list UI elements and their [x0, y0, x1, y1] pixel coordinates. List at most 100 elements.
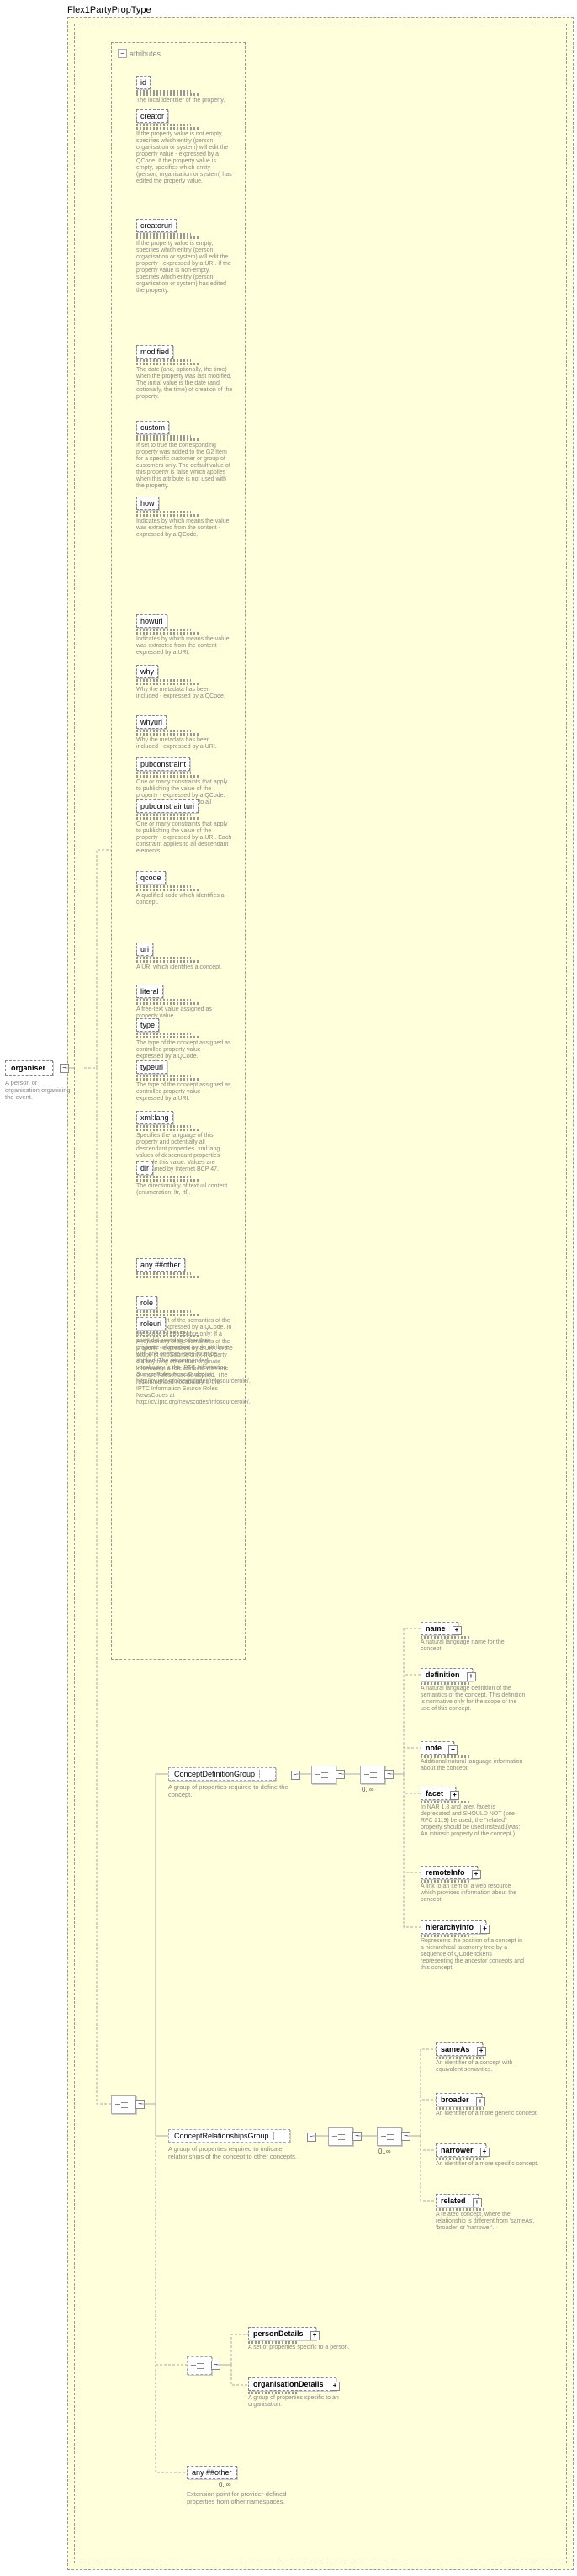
attr-howuri: howuriIndicates by which means the value… [136, 614, 229, 656]
expand-icon[interactable]: + [448, 1745, 458, 1755]
any-other-desc: Extension point for provider-defined pro… [187, 2491, 300, 2505]
def-occ: 0..∞ [362, 1786, 374, 1793]
attr-desc: If set to true the corresponding propert… [136, 443, 233, 490]
attr-name[interactable]: xml:lang [136, 1111, 173, 1124]
attributes-header[interactable]: − attributes [118, 49, 161, 58]
attr-name[interactable]: creatoruri [136, 219, 177, 232]
expand-icon[interactable]: + [480, 1925, 490, 1934]
expand-icon[interactable]: + [473, 2198, 482, 2207]
leaf-desc: An identifier of a concept with equivale… [436, 2060, 541, 2074]
attr-name[interactable]: how [136, 497, 159, 510]
type-label: Flex1PartyPropType [67, 5, 151, 15]
attr-name[interactable]: role [136, 1296, 157, 1309]
attr-name[interactable]: any ##other [136, 1258, 185, 1272]
attr-desc: The date (and, optionally, the time) whe… [136, 367, 233, 401]
attr-name[interactable]: dir [136, 1161, 153, 1175]
attr-id: idThe local identifier of the property. [136, 76, 229, 104]
organisation-details[interactable]: organisationDetails+ A group of properti… [248, 2377, 353, 2409]
expand-icon[interactable]: + [480, 2148, 490, 2157]
attr-custom: customIf set to true the corresponding p… [136, 421, 229, 490]
attr-whyuri: whyuriWhy the metadata has been included… [136, 715, 229, 751]
concept-relationships-expand[interactable]: − [307, 2133, 316, 2142]
leaf-facet[interactable]: facet+In NAR 1.8 and later, facet is dep… [421, 1787, 526, 1838]
attr-desc: The local identifier of the property. [136, 98, 233, 104]
attr-creatoruri: creatoruriIf the property value is empty… [136, 219, 229, 295]
attr-name[interactable]: modified [136, 345, 173, 359]
expand-icon[interactable]: + [310, 2331, 320, 2340]
def-compositor-inner [360, 1766, 385, 1784]
attr-name[interactable]: pubconstraint [136, 757, 190, 771]
concept-definition-expand[interactable]: − [291, 1771, 300, 1780]
leaf-desc: In NAR 1.8 and later, facet is deprecate… [421, 1804, 526, 1838]
attr-desc: The directionality of textual content (e… [136, 1183, 233, 1197]
concept-relationships-group[interactable]: ConceptRelationshipsGroup [168, 2129, 290, 2143]
leaf-remoteInfo[interactable]: remoteInfo+A link to an item or a web re… [421, 1866, 526, 1904]
attr-name[interactable]: whyuri [136, 715, 167, 729]
person-details[interactable]: personDetails+ A set of properties speci… [248, 2327, 353, 2351]
leaf-desc: An identifier of a more specific concept… [436, 2161, 541, 2168]
root-expand[interactable]: − [60, 1064, 69, 1073]
attr-uri: uriA URI which identifies a concept. [136, 943, 229, 971]
root-compositor-expand[interactable]: − [135, 2100, 145, 2109]
attr-desc: One or many constraints that apply to pu… [136, 821, 233, 855]
attr-name[interactable]: custom [136, 421, 169, 434]
rel-compositor [328, 2127, 353, 2146]
leaf-desc: A natural language name for the concept. [421, 1639, 526, 1653]
attr-name[interactable]: creator [136, 109, 168, 123]
attr-desc: The type of the concept assigned as cont… [136, 1040, 233, 1060]
attr-desc: A URI which identifies a concept. [136, 964, 233, 971]
expand-icon[interactable]: + [450, 1791, 459, 1800]
attr-name[interactable]: why [136, 665, 158, 678]
attr-name[interactable]: typeuri [136, 1060, 167, 1074]
expand-icon[interactable]: + [476, 2097, 485, 2106]
leaf-definition[interactable]: definition+A natural language definition… [421, 1668, 526, 1713]
leaf-desc: Represents the position of a concept in … [421, 1938, 526, 1972]
attr-collapse-icon[interactable]: − [118, 49, 127, 58]
attr-roleuri: roleuriA refinement of the semantics of … [136, 1317, 229, 1406]
attr-name[interactable]: qcode [136, 871, 166, 884]
attr-qcode: qcodeA qualified code which identifies a… [136, 871, 229, 906]
expand-icon[interactable]: + [453, 1626, 462, 1635]
attr-literal: literalA free-text value assigned as pro… [136, 985, 229, 1020]
attr-name[interactable]: roleuri [136, 1317, 166, 1330]
attr-name[interactable]: id [136, 76, 151, 89]
attr-name[interactable]: uri [136, 943, 153, 956]
attr-name[interactable]: type [136, 1018, 159, 1032]
root-compositor [111, 2095, 136, 2114]
attr-name[interactable]: pubconstrainturi [136, 799, 199, 813]
def-compositor-inner-expand[interactable]: − [384, 1770, 394, 1779]
expand-icon[interactable]: + [472, 1870, 481, 1879]
rel-compositor-expand[interactable]: − [352, 2132, 362, 2141]
attr-dir: dirThe directionality of textual content… [136, 1161, 229, 1197]
root-element[interactable]: organiser [5, 1060, 53, 1076]
attr-modified: modifiedThe date (and, optionally, the t… [136, 345, 229, 401]
concept-relationships-name: ConceptRelationshipsGroup [174, 2132, 269, 2140]
expand-icon[interactable]: + [467, 1672, 476, 1681]
leaf-narrower[interactable]: narrower+An identifier of a more specifi… [436, 2143, 541, 2168]
leaf-hierarchyInfo[interactable]: hierarchyInfo+Represents the position of… [421, 1920, 526, 1972]
leaf-broader[interactable]: broader+An identifier of a more generic … [436, 2093, 541, 2117]
rel-occ: 0..∞ [378, 2148, 391, 2155]
attr-how: howIndicates by which means the value wa… [136, 497, 229, 539]
attr-desc: Indicates by which means the value was e… [136, 636, 233, 656]
leaf-sameAs[interactable]: sameAs+An identifier of a concept with e… [436, 2042, 541, 2074]
rel-compositor-inner-expand[interactable]: − [401, 2132, 410, 2141]
expand-icon[interactable]: + [477, 2047, 486, 2056]
expand-icon[interactable]: + [331, 2382, 340, 2391]
leaf-name[interactable]: name+A natural language name for the con… [421, 1622, 526, 1653]
attr-name[interactable]: literal [136, 985, 163, 998]
attr-desc: If the property value is not empty, spec… [136, 131, 233, 185]
attr-name[interactable]: howuri [136, 614, 167, 628]
leaf-desc: A link to an item or a web resource whic… [421, 1883, 526, 1904]
attr-desc: Indicates by which means the value was e… [136, 518, 233, 539]
root-desc: A person or organisation organising the … [5, 1080, 72, 1102]
attr-creator: creatorIf the property value is not empt… [136, 109, 229, 185]
leaf-note[interactable]: note+Additional natural language informa… [421, 1741, 526, 1772]
leaf-desc: A related concept, where the relationshi… [436, 2212, 541, 2232]
details-compositor-expand[interactable]: − [211, 2361, 220, 2370]
concept-definition-group[interactable]: ConceptDefinitionGroup [168, 1767, 276, 1781]
root-name: organiser [11, 1064, 45, 1072]
attr-why: whyWhy the metadata has been included - … [136, 665, 229, 700]
def-compositor-expand[interactable]: − [336, 1770, 345, 1779]
leaf-related[interactable]: related+A related concept, where the rel… [436, 2194, 541, 2232]
